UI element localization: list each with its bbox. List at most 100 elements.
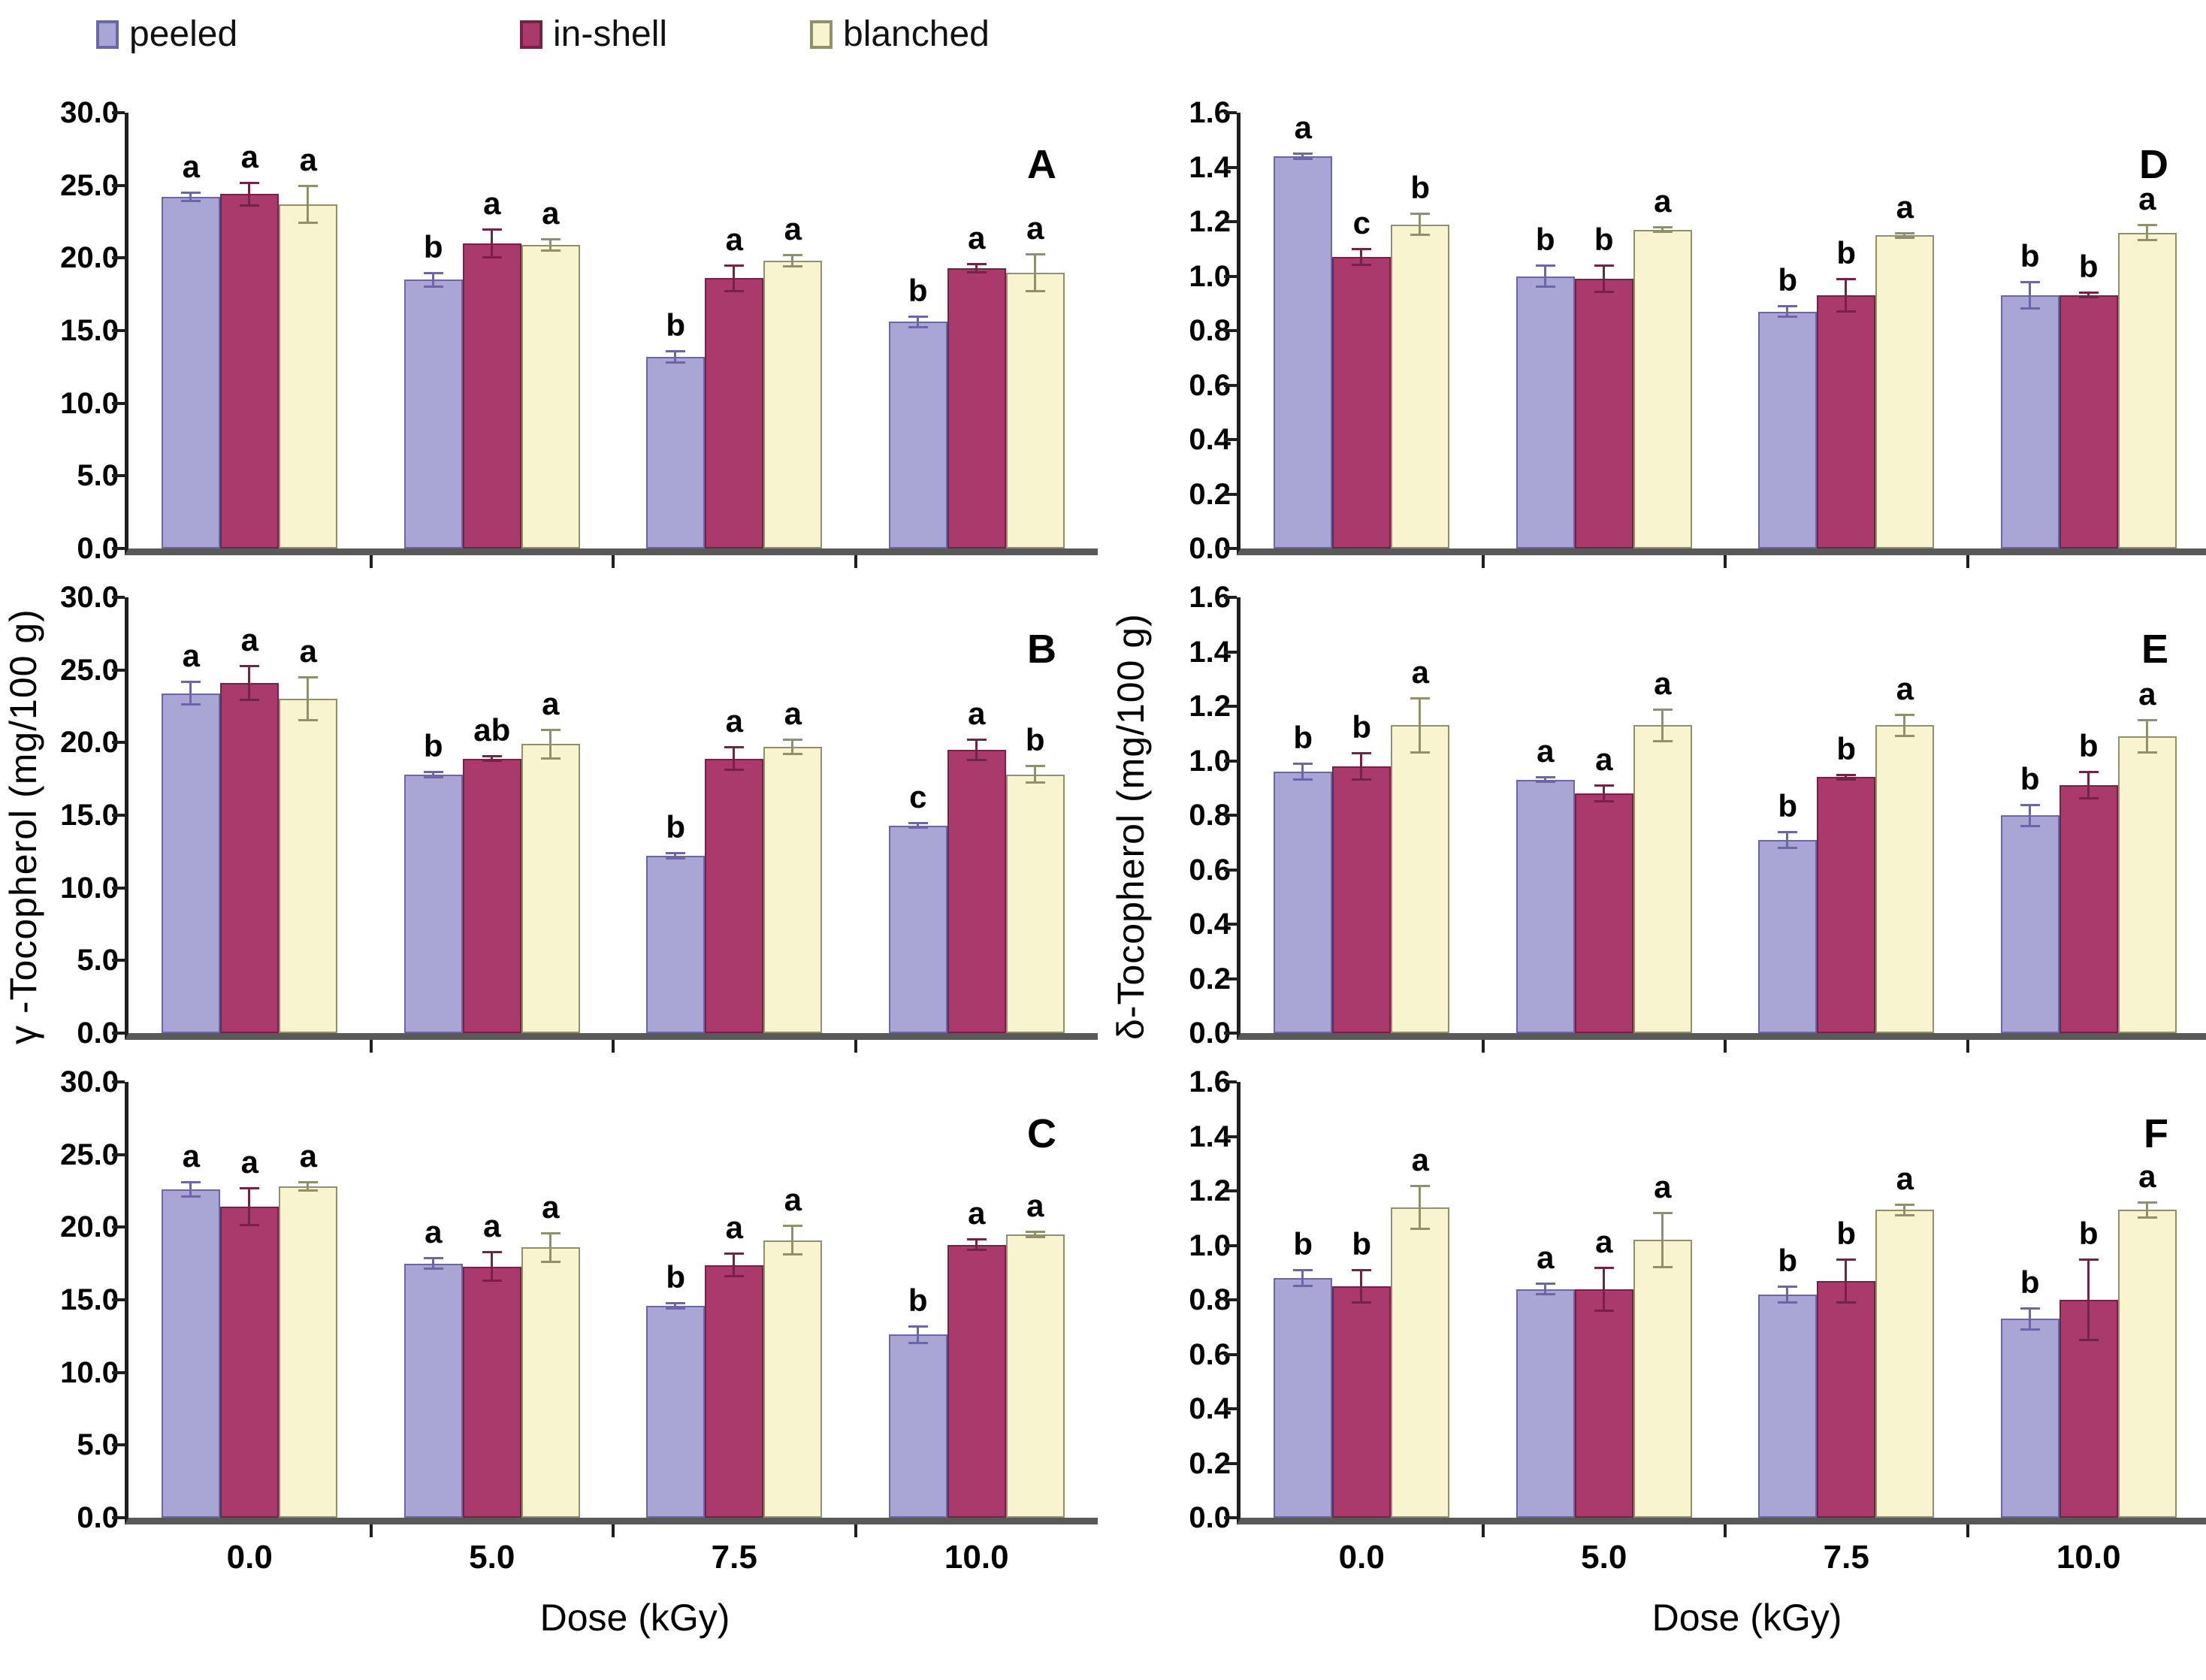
y-tick-mark (1224, 1243, 1237, 1247)
significance-letter: c (1352, 205, 1370, 241)
bar-fill-in-shell (462, 243, 521, 548)
error-bar-blanched (1903, 1204, 1906, 1216)
error-bar-cap-top (666, 1301, 686, 1304)
error-bar-cap-bottom (2078, 1339, 2099, 1342)
significance-letter: b (1778, 262, 1798, 298)
y-tick-label: 0.0 (1189, 532, 1231, 565)
bar-fill-peeled (162, 693, 221, 1033)
error-bar-cap-top (1293, 763, 1313, 766)
error-bar-cap-bottom (908, 826, 928, 829)
significance-letter: b (2020, 760, 2040, 796)
y-tick-mark (1224, 547, 1237, 550)
y-tick-label: 20.0 (60, 1210, 119, 1244)
error-bar-cap-bottom (2137, 1216, 2157, 1219)
bar-fill-blanched (2117, 1210, 2177, 1518)
error-bar-blanched (1903, 232, 1906, 238)
error-bar-cap-top (482, 754, 502, 757)
error-bar-cap-bottom (1778, 315, 1798, 318)
legend-label-in-shell: in-shell (553, 14, 668, 54)
significance-letter: a (182, 638, 200, 674)
error-bar-cap-top (423, 771, 443, 774)
y-tick-mark (112, 814, 125, 817)
error-bar-cap-bottom (298, 1189, 319, 1192)
x-tick-mark (612, 1040, 615, 1053)
error-bar-peeled (431, 1257, 434, 1270)
y-tick-mark (112, 111, 125, 114)
x-tick-mark (854, 1524, 857, 1537)
error-bar-cap-top (1895, 231, 1915, 234)
bar-in-shell-dose-10.0: a (947, 220, 1006, 548)
error-bar-cap-bottom (783, 1253, 803, 1256)
y-tick-mark (1224, 111, 1237, 114)
error-bar-cap-bottom (1895, 236, 1915, 239)
bar-fill-blanched (1633, 725, 1692, 1033)
error-bar-cap-bottom (966, 758, 987, 761)
bar-fill-blanched (2117, 232, 2177, 548)
error-bar-blanched (1419, 1185, 1422, 1229)
y-tick-label: 25.0 (60, 168, 119, 202)
error-bar-cap-bottom (181, 703, 201, 706)
error-bar-cap-top (966, 263, 987, 266)
y-tick-label: 0.6 (1189, 368, 1231, 402)
error-bar-cap-top (181, 681, 201, 684)
error-bar-cap-top (1836, 278, 1857, 281)
error-bar-cap-bottom (1652, 231, 1673, 234)
y-tick-mark (1224, 1080, 1237, 1083)
bar-in-shell-dose-7.5: a (705, 703, 764, 1033)
significance-letter: b (2078, 1215, 2099, 1251)
y-tick-mark (1224, 923, 1237, 926)
bar-fill-in-shell (2059, 295, 2118, 548)
y-tick-mark (112, 1032, 125, 1035)
error-bar-cap-top (908, 1325, 928, 1328)
significance-letter: a (784, 1182, 802, 1218)
significance-letter: b (908, 272, 928, 308)
error-bar-cap-top (966, 739, 987, 742)
error-bar-cap-top (240, 1187, 260, 1190)
y-tick-label: 0.8 (1189, 1283, 1231, 1316)
error-bar-cap-top (1836, 773, 1857, 776)
y-tick-label: 0.4 (1189, 1392, 1231, 1425)
error-bar-cap-bottom (666, 361, 686, 364)
error-bar-cap-top (1352, 751, 1372, 754)
error-bar-cap-bottom (1410, 751, 1431, 754)
significance-letter: b (1025, 722, 1045, 758)
bar-blanched-dose-10.0: b (1005, 722, 1065, 1033)
bar-in-shell-dose-5.0: a (1574, 742, 1633, 1033)
bar-peeled-dose-5.0: a (1515, 1240, 1575, 1518)
y-tick-labels: 0.0 0.2 0.4 0.6 0.8 1.0 1.2 1.4 1.6 (1139, 1065, 1237, 1534)
bar-fill-peeled (888, 825, 947, 1033)
error-bar-peeled (189, 681, 192, 706)
y-tick-mark (1224, 1135, 1237, 1138)
error-bar-cap-bottom (1895, 734, 1915, 737)
error-bar-cap-bottom (2137, 751, 2157, 754)
error-bar-in-shell (490, 1252, 493, 1281)
x-axis-title-dose-left: Dose (kGy) (539, 1597, 730, 1639)
x-tick-mark (369, 1524, 373, 1537)
x-tick-mark (1966, 555, 1969, 568)
bar-peeled-dose-5.0: b (403, 728, 463, 1033)
y-tick-mark (112, 668, 125, 672)
x-tick-label-0.0: 0.0 (226, 1539, 273, 1576)
error-bar-cap-bottom (423, 775, 443, 778)
error-bar-cap-bottom (1410, 234, 1431, 237)
y-tick-mark (112, 1516, 125, 1519)
error-bar-cap-bottom (783, 752, 803, 755)
bar-blanched-dose-0.0: a (279, 142, 338, 548)
error-bar-cap-bottom (1652, 1265, 1673, 1268)
bar-fill-in-shell (1574, 1289, 1633, 1518)
error-bar-cap-bottom (1025, 1235, 1045, 1238)
bar-fill-blanched (1005, 1234, 1065, 1518)
bar-peeled-dose-5.0: a (1515, 733, 1575, 1033)
error-bar-cap-top (298, 676, 319, 679)
dose-group-5.0: b b a (1483, 113, 1726, 548)
error-bar-cap-top (783, 254, 803, 257)
bar-fill-in-shell (947, 267, 1006, 548)
significance-letter: a (2138, 676, 2156, 712)
error-bar-cap-top (724, 1252, 745, 1255)
significance-letter: b (1778, 787, 1798, 823)
bar-blanched-dose-10.0: a (2117, 676, 2177, 1033)
